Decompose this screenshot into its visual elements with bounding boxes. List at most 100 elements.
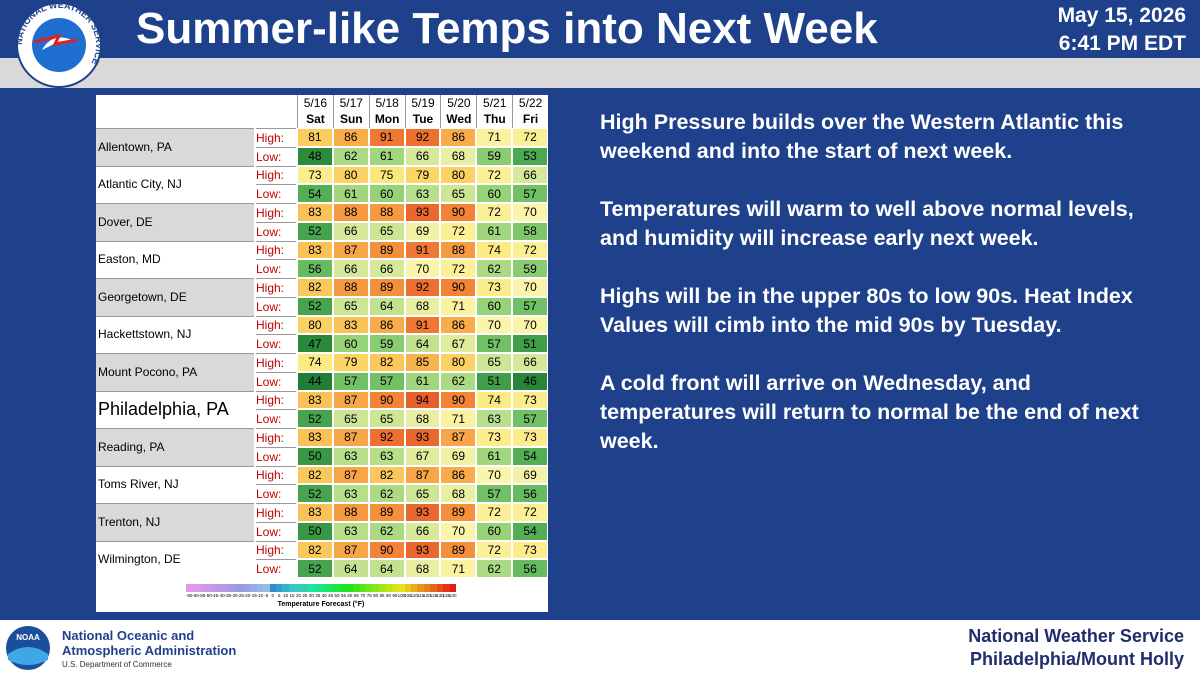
department: U.S. Department of Commerce bbox=[62, 660, 172, 669]
temp-cell: 52 bbox=[297, 296, 333, 316]
temp-cell: 90 bbox=[368, 540, 405, 560]
city-name: Toms River, NJ bbox=[98, 477, 179, 492]
city-name: Mount Pocono, PA bbox=[98, 364, 198, 379]
temp-cell: 90 bbox=[440, 390, 477, 410]
temp-cell: 80 bbox=[440, 165, 477, 185]
row-bg bbox=[96, 240, 254, 278]
temp-cell: 60 bbox=[476, 184, 513, 203]
scale-label: 15 bbox=[289, 593, 295, 598]
nws-logo: NATIONAL WEATHER SERVICE bbox=[14, 2, 104, 88]
row-bg bbox=[96, 203, 254, 241]
temp-cell: 83 bbox=[297, 390, 333, 410]
temp-cell: 51 bbox=[512, 334, 549, 353]
temp-cell: 69 bbox=[512, 465, 549, 485]
temp-cell: 73 bbox=[476, 278, 513, 297]
city-name: Trenton, NJ bbox=[98, 514, 161, 529]
temp-cell: 71 bbox=[440, 559, 477, 578]
temp-cell: 71 bbox=[440, 296, 477, 316]
temp-cell: 65 bbox=[332, 296, 369, 316]
date-header: 5/19 bbox=[404, 95, 441, 111]
scale-label: -20 bbox=[243, 593, 251, 598]
temp-cell: 81 bbox=[297, 128, 333, 147]
temp-cell: 93 bbox=[404, 540, 441, 560]
temp-cell: 92 bbox=[404, 128, 441, 147]
temp-cell: 63 bbox=[404, 184, 441, 203]
temp-cell: 52 bbox=[297, 409, 333, 428]
temp-cell: 72 bbox=[440, 259, 477, 278]
scale-swatch bbox=[436, 584, 444, 592]
temp-cell: 74 bbox=[476, 240, 513, 260]
temp-cell: 87 bbox=[332, 428, 369, 447]
row-bg bbox=[96, 128, 254, 166]
scale-label: 135 bbox=[442, 593, 451, 598]
scale-label: 65 bbox=[353, 593, 359, 598]
temp-cell: 68 bbox=[404, 409, 441, 428]
temp-cell: 74 bbox=[476, 390, 513, 410]
summary: High Pressure builds over the Western At… bbox=[600, 108, 1170, 485]
row-bg bbox=[96, 165, 254, 203]
scale-label: 125 bbox=[429, 593, 438, 598]
temp-cell: 86 bbox=[332, 128, 369, 147]
scale-label: 0 bbox=[271, 593, 275, 598]
city-name: Dover, DE bbox=[98, 214, 153, 229]
row-bg bbox=[96, 428, 254, 466]
temp-cell: 73 bbox=[476, 428, 513, 447]
row-label: High: bbox=[256, 278, 296, 297]
temp-cell: 70 bbox=[476, 315, 513, 335]
scale-swatch bbox=[417, 584, 424, 592]
temp-cell: 70 bbox=[440, 521, 477, 541]
scale-swatch bbox=[288, 584, 296, 592]
scale-swatch bbox=[321, 584, 328, 592]
scale-label: -45 bbox=[211, 593, 219, 598]
day-header: Tue bbox=[404, 110, 441, 128]
city-name: Wilmington, DE bbox=[98, 552, 181, 567]
date: May 15, 2026 bbox=[1057, 4, 1186, 27]
scale-label: 70 bbox=[360, 593, 366, 598]
scale-swatch bbox=[218, 584, 225, 592]
temp-cell: 63 bbox=[332, 446, 369, 466]
agency-line1: National Oceanic and bbox=[62, 628, 195, 643]
row-bg bbox=[96, 315, 254, 353]
temp-cell: 79 bbox=[332, 353, 369, 372]
temp-cell: 64 bbox=[332, 559, 369, 578]
temp-cell: 66 bbox=[332, 259, 369, 278]
scale-label: -60 bbox=[192, 593, 199, 598]
row-bg bbox=[96, 540, 254, 578]
temp-cell: 62 bbox=[476, 559, 513, 578]
scale-swatch bbox=[359, 584, 366, 592]
temp-cell: 57 bbox=[332, 371, 369, 391]
temp-cell: 88 bbox=[368, 203, 405, 222]
temp-cell: 58 bbox=[512, 221, 549, 241]
temp-cell: 83 bbox=[297, 240, 333, 260]
temp-cell: 72 bbox=[512, 240, 549, 260]
temp-cell: 69 bbox=[440, 446, 477, 466]
temp-cell: 48 bbox=[297, 146, 333, 166]
scale-label: 75 bbox=[366, 593, 372, 598]
noaa-logo-text: NOAA bbox=[16, 633, 40, 642]
temp-cell: 70 bbox=[512, 315, 549, 335]
temp-cell: 68 bbox=[440, 484, 477, 503]
temp-cell: 80 bbox=[440, 353, 477, 372]
temp-cell: 56 bbox=[512, 559, 549, 578]
scale-label: 110 bbox=[410, 593, 418, 598]
scale-label: -30 bbox=[230, 593, 238, 598]
temp-cell: 90 bbox=[440, 203, 477, 222]
temp-cell: 60 bbox=[332, 334, 369, 353]
temp-cell: 83 bbox=[332, 315, 369, 335]
row-label: High: bbox=[256, 240, 296, 260]
row-label: High: bbox=[256, 353, 296, 372]
day-header: Wed bbox=[440, 110, 476, 128]
temp-cell: 83 bbox=[297, 203, 333, 222]
time: 6:41 PM EDT bbox=[1058, 32, 1186, 55]
temp-cell: 60 bbox=[476, 296, 513, 316]
scale-swatch bbox=[276, 584, 283, 592]
temp-cell: 57 bbox=[512, 409, 549, 428]
temp-cell: 70 bbox=[404, 259, 441, 278]
temp-cell: 51 bbox=[476, 371, 513, 391]
temp-cell: 93 bbox=[404, 503, 441, 522]
temp-cell: 91 bbox=[404, 315, 441, 335]
row-label: High: bbox=[256, 203, 296, 222]
row-label: Low: bbox=[256, 559, 296, 578]
scale-label: 35 bbox=[315, 593, 321, 598]
scale-swatch bbox=[411, 584, 418, 592]
